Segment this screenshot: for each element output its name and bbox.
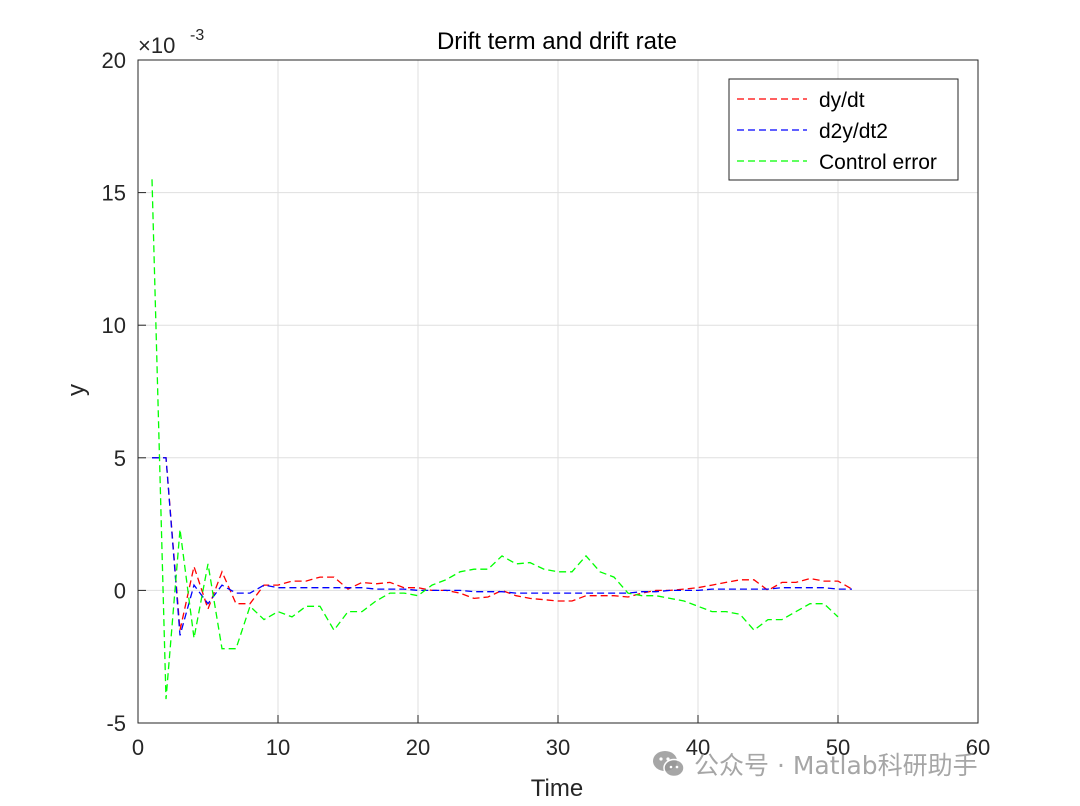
x-tick-label: 10: [266, 735, 290, 760]
chart-title: Drift term and drift rate: [437, 28, 677, 55]
series-line-1: [152, 457, 853, 631]
y-tick-label: 20: [102, 48, 126, 73]
series-line-2: [152, 457, 852, 636]
y-tick-label: 10: [102, 313, 126, 338]
x-tick-label: 60: [966, 735, 990, 760]
y-tick-label: 0: [114, 578, 126, 603]
legend: dy/dt d2y/dt2 Control error: [728, 78, 959, 181]
y-tick-label: 5: [114, 446, 126, 471]
legend-label: d2y/dt2: [819, 120, 888, 143]
x-axis-label: Time: [531, 775, 583, 802]
y-axis-label: y: [63, 384, 90, 396]
y-tick-label: 15: [102, 181, 126, 206]
legend-label: dy/dt: [819, 89, 865, 112]
watermark-text: 公众号 · Matlab科研助手: [694, 751, 978, 780]
legend-label: Control error: [819, 151, 937, 174]
y-tick-label: -5: [106, 711, 126, 736]
x-tick-label: 20: [406, 735, 430, 760]
x-tick-label: 40: [686, 735, 710, 760]
legend-box: [728, 78, 959, 181]
y-exponent-label: ×10 -3: [138, 27, 204, 58]
series-line-3: [151, 179, 839, 700]
wechat-icon: [653, 751, 685, 778]
x-tick-label: 30: [546, 735, 570, 760]
x-tick-label: 0: [132, 735, 144, 760]
plot-area: [151, 179, 853, 700]
y-exponent-power: -3: [190, 27, 204, 44]
y-exponent-base: ×10: [138, 33, 175, 58]
x-tick-label: 50: [826, 735, 850, 760]
watermark: 公众号 · Matlab科研助手: [652, 744, 978, 784]
